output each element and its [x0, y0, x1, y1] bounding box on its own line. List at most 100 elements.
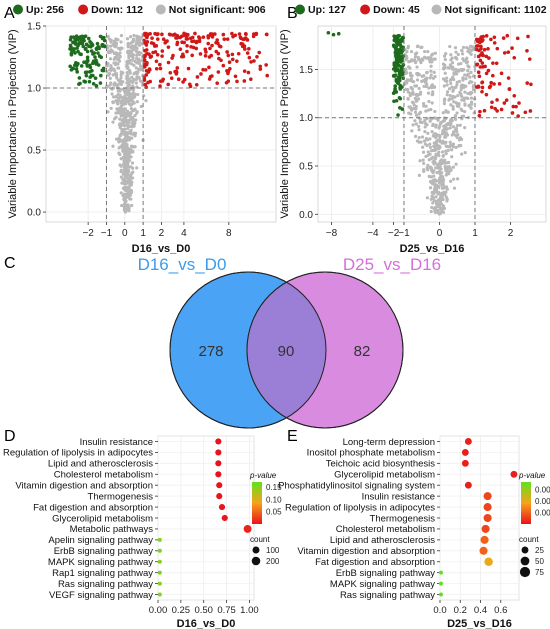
- ns-point: [429, 209, 433, 214]
- data-dot: [479, 546, 488, 555]
- ns-point: [414, 122, 418, 126]
- ns-point: [442, 124, 446, 128]
- ns-point: [413, 110, 418, 114]
- x-tick-label: −1: [101, 228, 113, 239]
- ns-point: [409, 50, 414, 54]
- down-point: [155, 52, 160, 57]
- data-dot: [483, 513, 492, 523]
- up-point: [96, 45, 101, 49]
- down-point: [215, 38, 219, 42]
- down-point: [149, 54, 154, 59]
- ns-point: [135, 38, 140, 42]
- ns-point: [128, 35, 133, 39]
- up-point: [393, 73, 398, 77]
- ns-point: [413, 84, 417, 88]
- ns-point: [121, 118, 125, 122]
- ns-point: [417, 136, 421, 140]
- ns-point: [128, 197, 132, 201]
- ns-point: [421, 150, 426, 154]
- ns-point: [122, 208, 126, 212]
- down-point: [476, 44, 480, 48]
- ns-point: [461, 78, 465, 82]
- ns-point: [455, 111, 459, 115]
- x-tick-label: 0.50: [194, 605, 213, 616]
- ns-point: [471, 74, 476, 78]
- ns-point: [119, 73, 123, 77]
- ns-point: [416, 44, 420, 48]
- ns-point: [117, 139, 121, 144]
- ns-point: [405, 56, 409, 60]
- down-point: [489, 105, 494, 110]
- ns-point: [422, 161, 426, 166]
- ns-point: [453, 46, 458, 50]
- down-point: [230, 31, 234, 36]
- down-point: [186, 66, 191, 71]
- ns-point: [447, 171, 451, 176]
- ns-point: [135, 72, 139, 76]
- ns-point: [132, 44, 136, 48]
- ns-point: [423, 50, 427, 54]
- ns-point: [129, 50, 134, 54]
- down-point: [504, 98, 509, 102]
- ns-point: [428, 145, 433, 149]
- ns-point: [455, 177, 460, 181]
- x-tick-label: −2: [82, 228, 94, 239]
- down-point: [194, 46, 199, 51]
- ns-point: [123, 137, 127, 142]
- ns-point: [441, 210, 446, 214]
- ns-point: [415, 78, 420, 82]
- ns-point: [122, 159, 126, 163]
- ns-point: [448, 126, 452, 130]
- ns-point: [124, 142, 128, 146]
- down-point: [150, 36, 154, 40]
- down-point: [245, 51, 250, 55]
- up-point: [94, 58, 98, 63]
- down-point: [145, 33, 150, 38]
- up-point: [68, 64, 72, 69]
- down-point: [160, 49, 165, 53]
- ns-point: [118, 55, 122, 59]
- down-point: [246, 70, 251, 75]
- ns-point: [421, 79, 425, 83]
- ns-point: [428, 142, 432, 146]
- ns-point: [435, 204, 439, 209]
- up-point: [91, 81, 96, 86]
- down-point: [184, 37, 189, 41]
- ns-point: [414, 99, 418, 103]
- ns-point: [456, 93, 460, 98]
- ns-point: [413, 119, 417, 123]
- x-tick-label: 0.75: [217, 605, 236, 616]
- ns-point: [423, 121, 428, 126]
- down-point: [476, 85, 481, 89]
- ns-point: [457, 68, 461, 72]
- ns-point: [463, 102, 467, 106]
- x-tick-label: 0.6: [494, 605, 507, 616]
- ns-point: [126, 161, 130, 165]
- ns-point: [127, 190, 131, 195]
- down-point: [258, 67, 263, 71]
- ns-point: [452, 100, 456, 104]
- ns-point: [454, 126, 459, 131]
- x-tick-label: 8: [226, 228, 232, 239]
- ns-point: [127, 55, 131, 59]
- down-point: [494, 61, 499, 66]
- down-point: [249, 60, 253, 64]
- up-point: [394, 79, 399, 83]
- ns-point: [118, 163, 122, 167]
- down-point: [489, 37, 493, 42]
- ns-point: [432, 174, 436, 178]
- ns-point: [447, 145, 452, 149]
- ns-point: [406, 97, 410, 101]
- down-point: [210, 35, 215, 39]
- ns-point: [127, 68, 131, 72]
- ns-point: [454, 145, 458, 150]
- ns-point: [119, 46, 123, 50]
- ns-point: [440, 179, 444, 183]
- ns-point: [426, 150, 430, 154]
- ns-point: [439, 167, 443, 171]
- ns-point: [444, 140, 448, 144]
- ns-point: [432, 162, 436, 166]
- ns-point: [122, 171, 126, 175]
- ns-point: [125, 207, 129, 211]
- ns-point: [430, 205, 434, 210]
